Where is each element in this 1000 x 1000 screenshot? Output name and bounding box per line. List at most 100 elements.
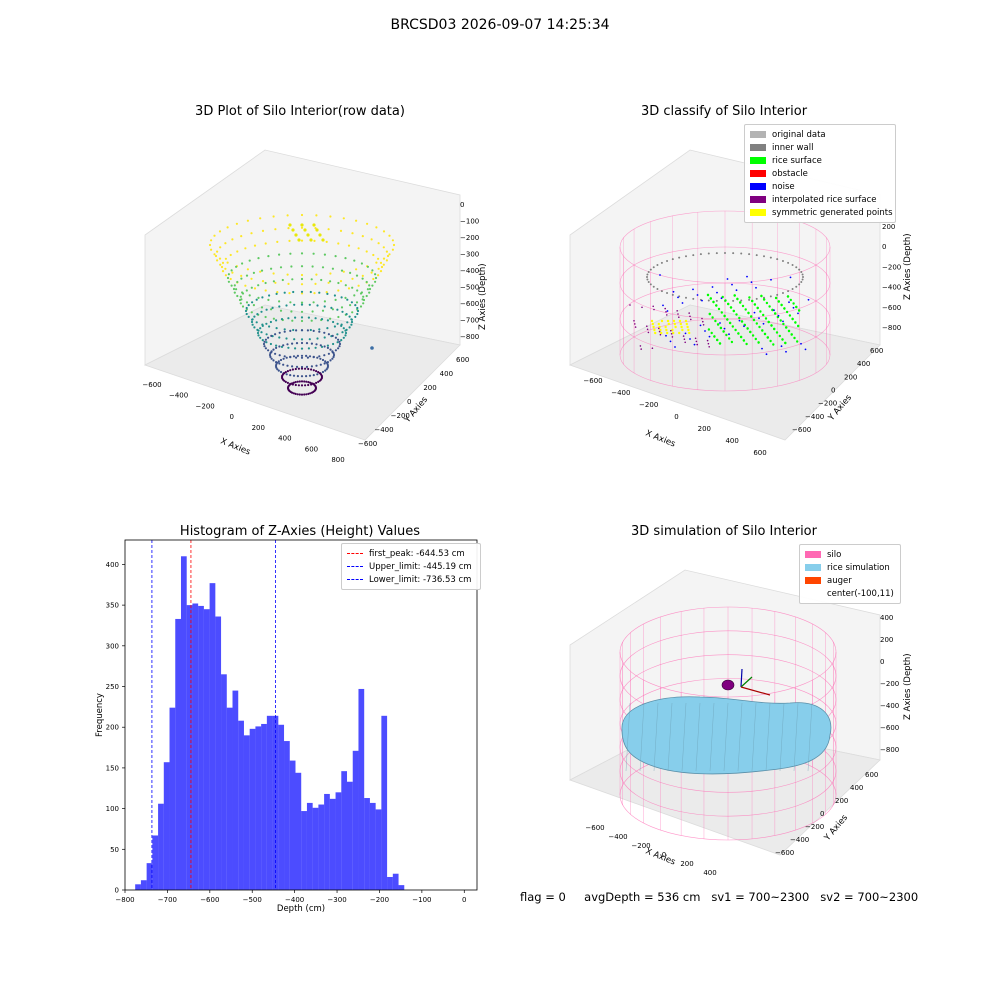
data-point	[347, 244, 351, 247]
noise-point	[777, 314, 780, 317]
data-point	[274, 228, 277, 231]
rice-surface-point	[729, 306, 733, 309]
data-point	[218, 230, 222, 233]
histogram-y-tick: 250	[106, 683, 119, 691]
data-point	[286, 381, 289, 384]
axis-arrow-x	[740, 686, 771, 696]
panel4-xlabel: X Axies	[644, 847, 677, 868]
data-point	[325, 361, 328, 364]
data-point	[332, 355, 335, 358]
inner-wall-point	[800, 280, 803, 283]
noise-point	[731, 283, 733, 286]
auger-body	[721, 679, 735, 691]
data-point	[300, 213, 304, 217]
data-point	[362, 302, 365, 305]
data-point	[268, 353, 272, 357]
inner-wall-point	[646, 273, 649, 276]
legend-item: rice surface	[750, 154, 890, 167]
panel4-y-tick: 400	[850, 784, 863, 792]
data-point	[253, 326, 256, 329]
noise-point	[761, 347, 763, 350]
data-point	[323, 300, 326, 303]
data-point	[297, 238, 301, 242]
data-point	[321, 370, 325, 374]
data-point	[329, 348, 332, 351]
histogram-bar	[284, 741, 290, 890]
data-point	[338, 342, 342, 346]
rice-surface-point	[792, 302, 795, 305]
data-point	[356, 309, 360, 313]
data-point	[291, 319, 294, 322]
noise-point	[701, 299, 703, 302]
noise-point	[719, 322, 721, 324]
symmetric-point	[651, 322, 654, 326]
rice-surface-point	[740, 320, 744, 323]
rice-surface-point	[779, 319, 782, 322]
data-point	[323, 362, 326, 365]
inner-wall-point	[649, 283, 652, 286]
data-point	[316, 337, 319, 340]
histogram-bar	[347, 781, 353, 890]
data-point	[374, 273, 377, 276]
data-point	[325, 240, 328, 243]
data-point	[312, 374, 315, 377]
legend-label: interpolated rice surface	[772, 194, 877, 205]
data-point	[374, 276, 378, 280]
data-point	[279, 266, 283, 269]
legend-swatch	[750, 209, 766, 216]
data-point	[270, 357, 273, 360]
data-point	[382, 230, 386, 233]
rice-surface-point	[746, 327, 749, 330]
histogram-bar	[163, 762, 170, 890]
data-point	[355, 268, 358, 271]
data-point	[247, 304, 250, 307]
data-point	[278, 345, 281, 348]
panel1-xlabel: X Axies	[219, 437, 252, 458]
legend-label: center(-100,11)	[827, 588, 894, 599]
data-point	[292, 328, 295, 332]
symmetric-point	[673, 322, 676, 326]
data-point	[314, 282, 317, 285]
data-point	[331, 308, 334, 311]
histogram-bar	[215, 616, 222, 890]
data-point	[300, 380, 304, 383]
data-point	[350, 301, 353, 304]
rice-surface-point	[797, 324, 800, 328]
histogram-bar	[255, 726, 262, 890]
data-point	[334, 336, 337, 339]
panel4-x-tick: 0	[662, 851, 666, 859]
data-point	[294, 233, 298, 237]
data-point	[300, 277, 304, 281]
interpolated-point	[658, 327, 660, 330]
data-point	[314, 346, 317, 349]
noise-point	[755, 286, 757, 289]
histogram-bar	[312, 807, 319, 890]
rice-surface-point	[750, 315, 753, 318]
legend-swatch	[750, 183, 766, 190]
data-point	[224, 267, 227, 270]
data-point	[227, 280, 230, 283]
rice-surface-point	[751, 334, 755, 337]
interpolated-point	[684, 341, 686, 344]
data-point	[300, 393, 304, 396]
data-point	[282, 357, 285, 360]
data-point	[300, 319, 304, 323]
data-point	[264, 242, 267, 245]
panel2-zlabel: Z Axies (Depth)	[903, 233, 913, 300]
symmetric-point	[674, 325, 677, 329]
inner-wall-point	[732, 252, 735, 255]
data-point	[285, 337, 288, 340]
data-point	[366, 288, 369, 291]
panel1-y-tick: −400	[374, 426, 393, 434]
data-point	[307, 392, 310, 395]
inner-wall-point	[795, 266, 798, 269]
histogram-bar	[198, 605, 204, 890]
rice-surface-point	[757, 341, 760, 344]
data-point	[251, 323, 254, 326]
data-point	[307, 367, 310, 371]
data-point	[320, 345, 324, 348]
data-point	[256, 331, 260, 335]
data-point	[283, 330, 286, 333]
